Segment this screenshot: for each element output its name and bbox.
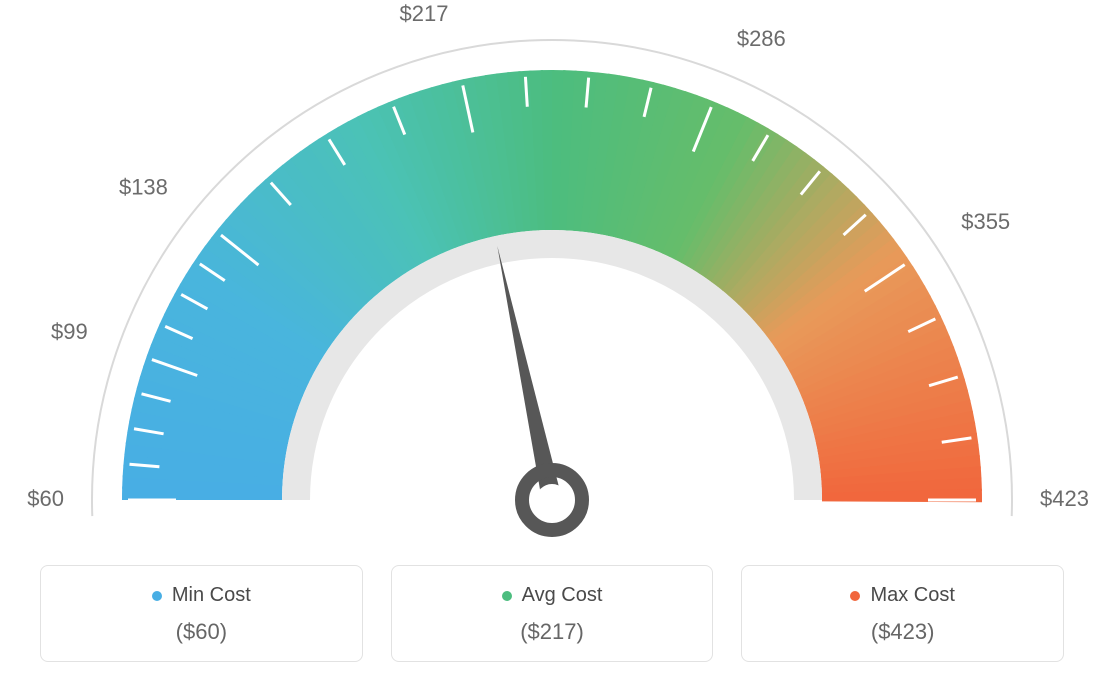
legend-label-avg: Avg Cost	[522, 584, 603, 607]
scale-label: $286	[737, 26, 786, 51]
scale-label: $423	[1040, 486, 1089, 511]
scale-label: $60	[27, 486, 64, 511]
legend-title-min: Min Cost	[152, 584, 251, 607]
legend-row: Min Cost ($60) Avg Cost ($217) Max Cost …	[40, 565, 1064, 662]
legend-dot-min	[152, 591, 162, 601]
scale-label: $355	[961, 209, 1010, 234]
legend-title-max: Max Cost	[850, 584, 954, 607]
legend-value-avg: ($217)	[402, 619, 703, 645]
legend-label-max: Max Cost	[870, 584, 954, 607]
scale-label: $217	[400, 1, 449, 26]
gauge-svg: $60 $99 $138 $217 $286 $355 $423	[0, 0, 1104, 560]
gauge-hub-inner	[536, 484, 568, 516]
scale-label: $138	[119, 175, 168, 200]
legend-card-min: Min Cost ($60)	[40, 565, 363, 662]
legend-value-max: ($423)	[752, 619, 1053, 645]
legend-label-min: Min Cost	[172, 584, 251, 607]
scale-label: $99	[51, 319, 88, 344]
legend-dot-avg	[502, 591, 512, 601]
legend-value-min: ($60)	[51, 619, 352, 645]
legend-card-avg: Avg Cost ($217)	[391, 565, 714, 662]
chart-container: $60 $99 $138 $217 $286 $355 $423 Min Cost ($60…	[0, 0, 1104, 690]
legend-title-avg: Avg Cost	[502, 584, 603, 607]
legend-card-max: Max Cost ($423)	[741, 565, 1064, 662]
gauge-area: $60 $99 $138 $217 $286 $355 $423	[0, 0, 1104, 560]
legend-dot-max	[850, 591, 860, 601]
